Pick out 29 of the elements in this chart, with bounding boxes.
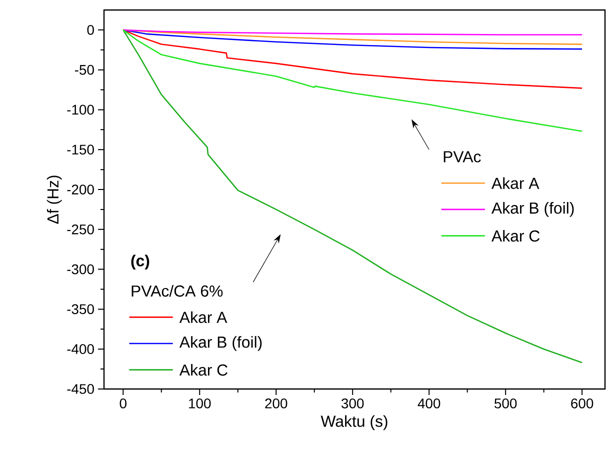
- legend-label: Akar B (foil): [492, 202, 574, 217]
- y-tick-label: -100: [67, 104, 94, 115]
- y-tick-label: 0: [87, 24, 94, 35]
- annotation: (c): [131, 254, 150, 270]
- legend-label: Akar C: [179, 364, 228, 376]
- annotation: PVAc/CA 6%: [132, 284, 223, 297]
- y-tick-label: -150: [67, 144, 94, 155]
- x-tick-label: 200: [265, 398, 288, 408]
- y-tick-label: -450: [67, 384, 94, 394]
- x-tick-label: 600: [571, 398, 594, 408]
- legend-label: Akar A: [492, 177, 540, 189]
- x-tick-label: 100: [189, 398, 211, 408]
- legend-label: Akar B (foil): [179, 336, 262, 351]
- y-tick-label: -50: [74, 64, 94, 75]
- legend-label: Akar A: [179, 311, 228, 324]
- x-tick-label: 0: [120, 398, 126, 408]
- y-tick-label: -300: [67, 264, 94, 274]
- y-axis-title: Δf (Hz): [46, 176, 62, 224]
- y-tick-label: -250: [67, 224, 94, 234]
- x-tick-label: 500: [494, 398, 517, 408]
- annotation: PVAc: [444, 151, 481, 162]
- x-tick-label: 300: [341, 398, 364, 408]
- y-tick-label: -200: [67, 184, 94, 194]
- y-tick-label: -400: [67, 344, 94, 354]
- y-tick-label: -350: [67, 304, 94, 314]
- x-axis-title: Waktu (s): [320, 415, 388, 430]
- x-tick-label: 400: [418, 398, 440, 408]
- legend-label: Akar C: [492, 230, 540, 242]
- line-series: [122, 29, 583, 132]
